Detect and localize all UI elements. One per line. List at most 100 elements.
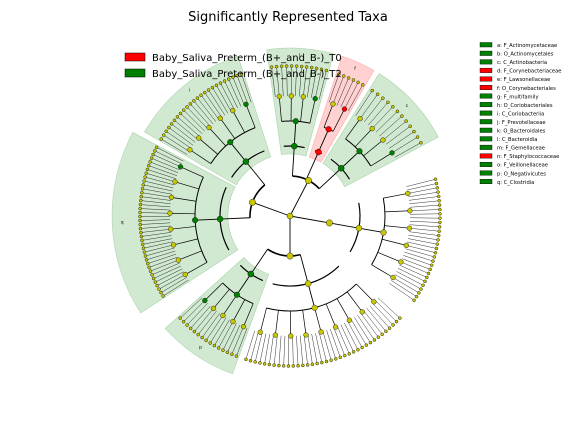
family-node (346, 317, 352, 323)
genus-node (337, 72, 341, 76)
branch-line (377, 297, 400, 319)
genus-node (231, 75, 235, 79)
branch-line (345, 118, 361, 140)
branch-line (359, 94, 378, 119)
taxa-legend-swatch (479, 136, 493, 142)
branch-line (140, 225, 171, 229)
order-node (325, 126, 332, 133)
branch-line (140, 208, 171, 211)
genus-node (138, 214, 142, 219)
genus-node (347, 352, 351, 356)
branch-line (189, 149, 211, 164)
root-node (286, 212, 294, 220)
phylum-node (249, 198, 256, 206)
clade-label: l (299, 52, 300, 58)
branch-line (141, 235, 172, 241)
genus-node (222, 79, 227, 83)
class-node (355, 224, 363, 232)
order-node (311, 304, 318, 311)
branch-line (293, 121, 297, 147)
branch-line (278, 96, 282, 122)
branch-line (150, 259, 179, 272)
branch-line (318, 70, 327, 100)
branch-line (307, 67, 312, 98)
genus-node (216, 346, 221, 350)
branch-line (371, 264, 394, 278)
branch-line (142, 238, 173, 245)
genus-node (269, 65, 274, 69)
family-node (303, 332, 309, 338)
branch-line (394, 142, 421, 158)
branch-line (278, 335, 282, 366)
branch-line (406, 179, 436, 187)
branch-line (220, 118, 236, 139)
taxa-legend-swatch (479, 110, 493, 116)
branch-line (259, 333, 267, 363)
genus-node (376, 335, 381, 339)
genus-node (230, 352, 234, 356)
branch-line (222, 323, 237, 351)
branch-line (315, 69, 322, 99)
genus-node (368, 340, 373, 345)
branch-line (220, 217, 251, 220)
genus-node (435, 186, 440, 190)
genus-node (438, 212, 442, 216)
family-node (175, 257, 181, 263)
branch-line (409, 221, 440, 223)
branch-line (276, 66, 280, 97)
genus-node (235, 73, 239, 78)
branch-line (407, 238, 438, 245)
branch-line (264, 334, 270, 364)
taxa-legend-label: f: O_Corynebacteriales (497, 86, 556, 92)
branch-line (375, 300, 397, 322)
branch-line (409, 209, 440, 211)
branch-line (180, 297, 203, 319)
genus-node (304, 65, 309, 69)
branch-line (292, 335, 294, 366)
branch-line (178, 250, 202, 261)
branch-line (161, 138, 188, 155)
branch-line (183, 110, 206, 132)
genus-node (141, 242, 145, 247)
order-node (292, 118, 299, 125)
branch-line (370, 152, 393, 167)
genus-node (196, 332, 200, 337)
branch-line (302, 310, 307, 335)
branch-line (229, 141, 247, 162)
branch-line (220, 83, 235, 110)
taxa-legend: a: F_Actinomycetaceae b: O_Actinomycetale… (479, 42, 561, 186)
family-node (167, 210, 173, 216)
genus-node (214, 83, 219, 87)
branch-line (357, 315, 375, 341)
clade-shade-l (266, 47, 334, 157)
taxa-legend-label: q: C_Clostridia (497, 180, 534, 186)
genus-node (185, 323, 189, 327)
taxa-legend-label: h: O_Coriobacteriales (497, 103, 553, 109)
genus-node (161, 294, 165, 298)
branch-line (255, 332, 263, 362)
genus-node (200, 335, 204, 340)
genus-node (346, 76, 351, 80)
branch-line (236, 75, 248, 104)
branch-line (314, 307, 322, 333)
genus-node (437, 199, 441, 203)
genus-node (296, 364, 300, 368)
genus-node (381, 96, 385, 100)
branch-line (384, 210, 410, 213)
branch-line (372, 106, 393, 129)
genus-node (138, 222, 142, 227)
branch-line (245, 104, 256, 128)
genus-node (314, 66, 319, 71)
family-node (371, 299, 377, 305)
branch-line (141, 196, 172, 201)
branch-line (193, 100, 214, 125)
branch-line (232, 299, 246, 322)
genus-node (253, 360, 257, 364)
genus-node (150, 273, 154, 277)
genus-node (139, 194, 143, 199)
genus-node (181, 319, 186, 324)
branch-line (271, 67, 276, 97)
genus-node (361, 83, 365, 87)
genus-node (436, 238, 440, 242)
genus-node (408, 124, 412, 128)
